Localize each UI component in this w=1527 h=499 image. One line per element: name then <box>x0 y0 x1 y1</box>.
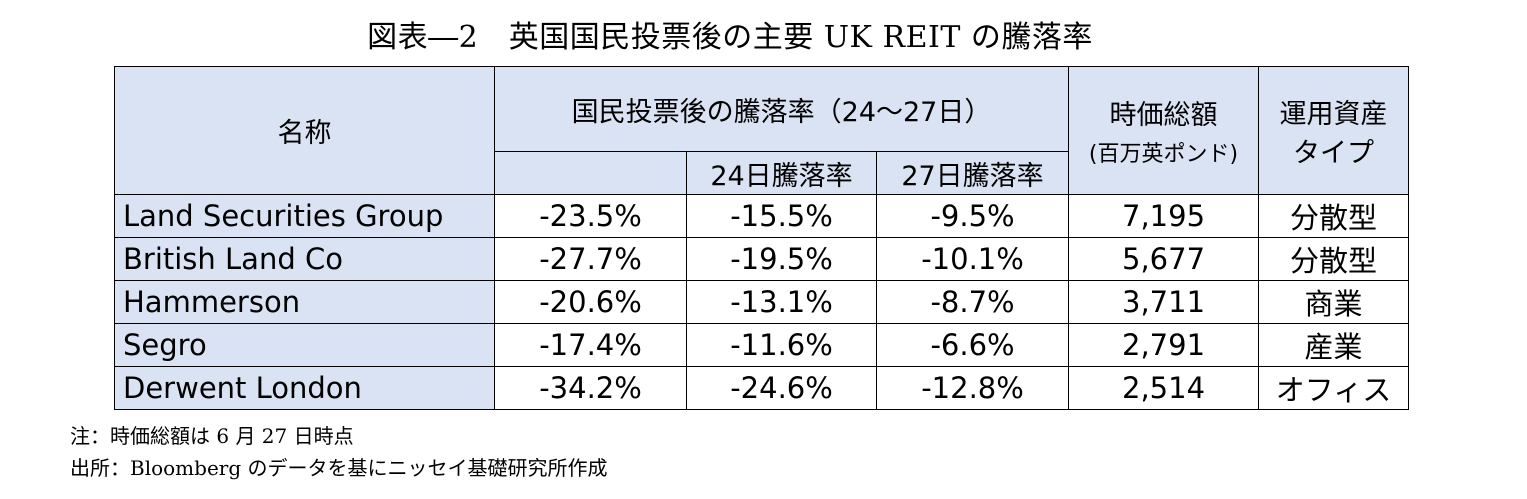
table-row: Derwent London -34.2% -24.6% -12.8% 2,51… <box>114 366 1410 410</box>
row-total: -17.4% <box>494 323 687 367</box>
row-market-cap: 3,711 <box>1068 280 1260 324</box>
row-day27: -12.8% <box>875 366 1070 410</box>
header-asset-type-line2: タイプ <box>1293 137 1375 169</box>
footnote: 注：時価総額は 6 月 27 日時点 <box>70 424 354 448</box>
row-name: British Land Co <box>114 237 495 281</box>
table-row: Segro -17.4% -11.6% -6.6% 2,791 産業 <box>114 323 1410 367</box>
row-day24: -13.1% <box>686 280 877 324</box>
row-name: Hammerson <box>114 280 495 324</box>
row-asset-type: 分散型 <box>1258 194 1410 238</box>
table-row: British Land Co -27.7% -19.5% -10.1% 5,6… <box>114 237 1410 281</box>
row-name: Segro <box>114 323 495 367</box>
row-asset-type: 分散型 <box>1258 237 1410 281</box>
header-asset-type: 運用資産 タイプ <box>1258 66 1410 195</box>
row-asset-type: 産業 <box>1258 323 1410 367</box>
row-day27: -6.6% <box>875 323 1070 367</box>
row-day27: -8.7% <box>875 280 1070 324</box>
row-total: -27.7% <box>494 237 687 281</box>
table-row: Land Securities Group -23.5% -15.5% -9.5… <box>114 194 1410 238</box>
row-day24: -19.5% <box>686 237 877 281</box>
header-market-cap-label: 時価総額 <box>1109 100 1218 131</box>
row-name: Land Securities Group <box>114 194 495 238</box>
row-total: -20.6% <box>494 280 687 324</box>
header-name: 名称 <box>114 66 495 195</box>
header-asset-type-line1: 運用資産 <box>1279 98 1388 130</box>
row-total: -23.5% <box>494 194 687 238</box>
row-day27: -9.5% <box>875 194 1070 238</box>
row-total: -34.2% <box>494 366 687 410</box>
header-change-group: 国民投票後の騰落率（24～27日） <box>493 66 1070 152</box>
row-asset-type: 商業 <box>1258 280 1410 324</box>
row-market-cap: 7,195 <box>1068 194 1260 238</box>
header-total-blank <box>494 151 687 195</box>
row-day24: -24.6% <box>686 366 877 410</box>
header-day27: 27日騰落率 <box>875 151 1070 195</box>
row-market-cap: 2,514 <box>1068 366 1260 410</box>
row-market-cap: 2,791 <box>1068 323 1260 367</box>
row-name: Derwent London <box>114 366 495 410</box>
header-day24: 24日騰落率 <box>686 151 877 195</box>
table-row: Hammerson -20.6% -13.1% -8.7% 3,711 商業 <box>114 280 1410 324</box>
source-note: 出所：Bloomberg のデータを基にニッセイ基礎研究所作成 <box>70 456 608 480</box>
row-day27: -10.1% <box>875 237 1070 281</box>
figure-title: 図表―2 英国国民投票後の主要 UK REIT の騰落率 <box>367 20 1093 55</box>
row-day24: -15.5% <box>686 194 877 238</box>
header-market-cap: 時価総額 (百万英ポンド) <box>1068 66 1260 195</box>
row-asset-type: オフィス <box>1258 366 1410 410</box>
header-market-cap-unit: (百万英ポンド) <box>1088 142 1239 167</box>
reit-table: 名称 国民投票後の騰落率（24～27日） 時価総額 (百万英ポンド) 運用資産 … <box>114 66 1410 410</box>
row-market-cap: 5,677 <box>1068 237 1260 281</box>
row-day24: -11.6% <box>686 323 877 367</box>
